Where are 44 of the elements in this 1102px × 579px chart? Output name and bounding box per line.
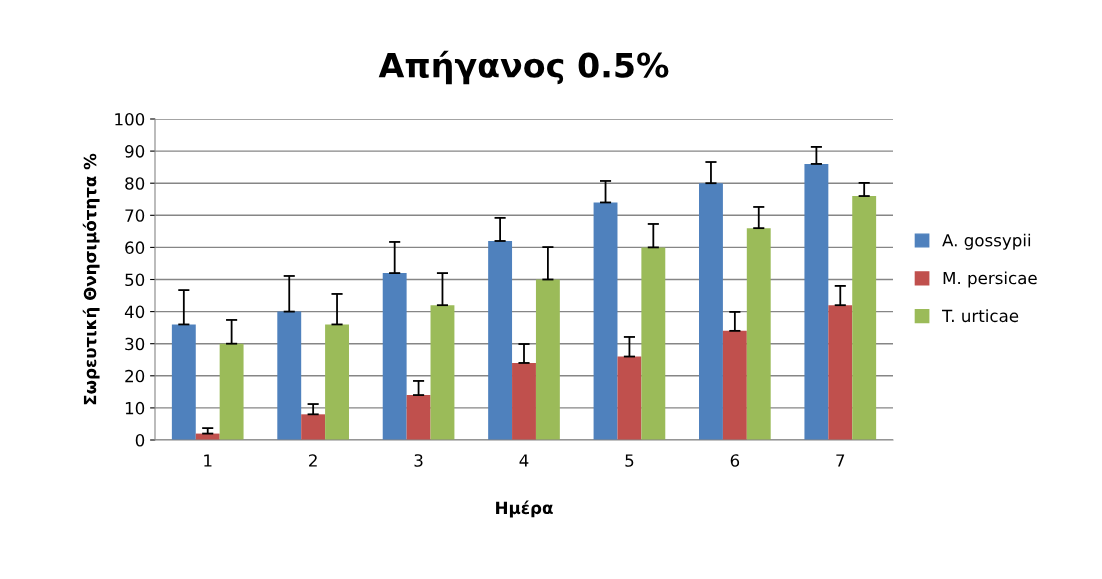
legend-label: M. persicae [943,271,1037,288]
y-tick-label: 80 [125,177,145,190]
x-tick-label: 6 [730,454,740,467]
x-axis-title: Ημέρα [496,500,553,518]
legend-label: A. gossypii [942,233,1031,250]
bar [804,163,829,440]
chart-title: Απήγανος 0.5% [378,50,669,85]
bar [593,202,618,440]
y-tick-label: 30 [125,337,145,351]
y-axis-title: Σωρευτική Θνησιμότητα % [82,153,100,405]
x-tick-label: 7 [836,454,845,467]
bar [828,305,853,440]
bar [535,279,560,440]
bar [219,343,244,440]
bar [301,414,326,440]
y-tick-label: 50 [125,273,145,287]
bar [852,196,877,440]
x-tick-label: 5 [625,454,634,467]
bar [746,228,771,440]
x-tick-label: 2 [309,454,317,467]
bar [406,395,431,440]
bar [325,324,349,440]
bar [277,311,302,440]
bar [171,324,196,440]
bar [512,362,536,440]
x-tick-label: 3 [414,454,423,467]
y-tick-label: 70 [125,209,145,222]
y-tick-label: 40 [124,305,145,319]
y-tick-label: 0 [135,433,145,447]
bar [699,183,723,440]
bar [641,247,666,440]
y-tick-label: 10 [125,401,145,415]
y-tick-label: 90 [125,145,145,158]
bar [382,273,407,440]
x-tick-label: 1 [204,454,212,467]
bar [722,330,747,440]
bar [488,240,513,440]
y-tick-label: 60 [125,241,145,254]
x-tick-label: 4 [519,454,529,467]
legend-label: T. urticae [942,309,1019,323]
bar [430,305,455,440]
y-tick-label: 20 [125,369,145,383]
y-tick-label: 100 [115,112,145,126]
bar [617,356,642,440]
